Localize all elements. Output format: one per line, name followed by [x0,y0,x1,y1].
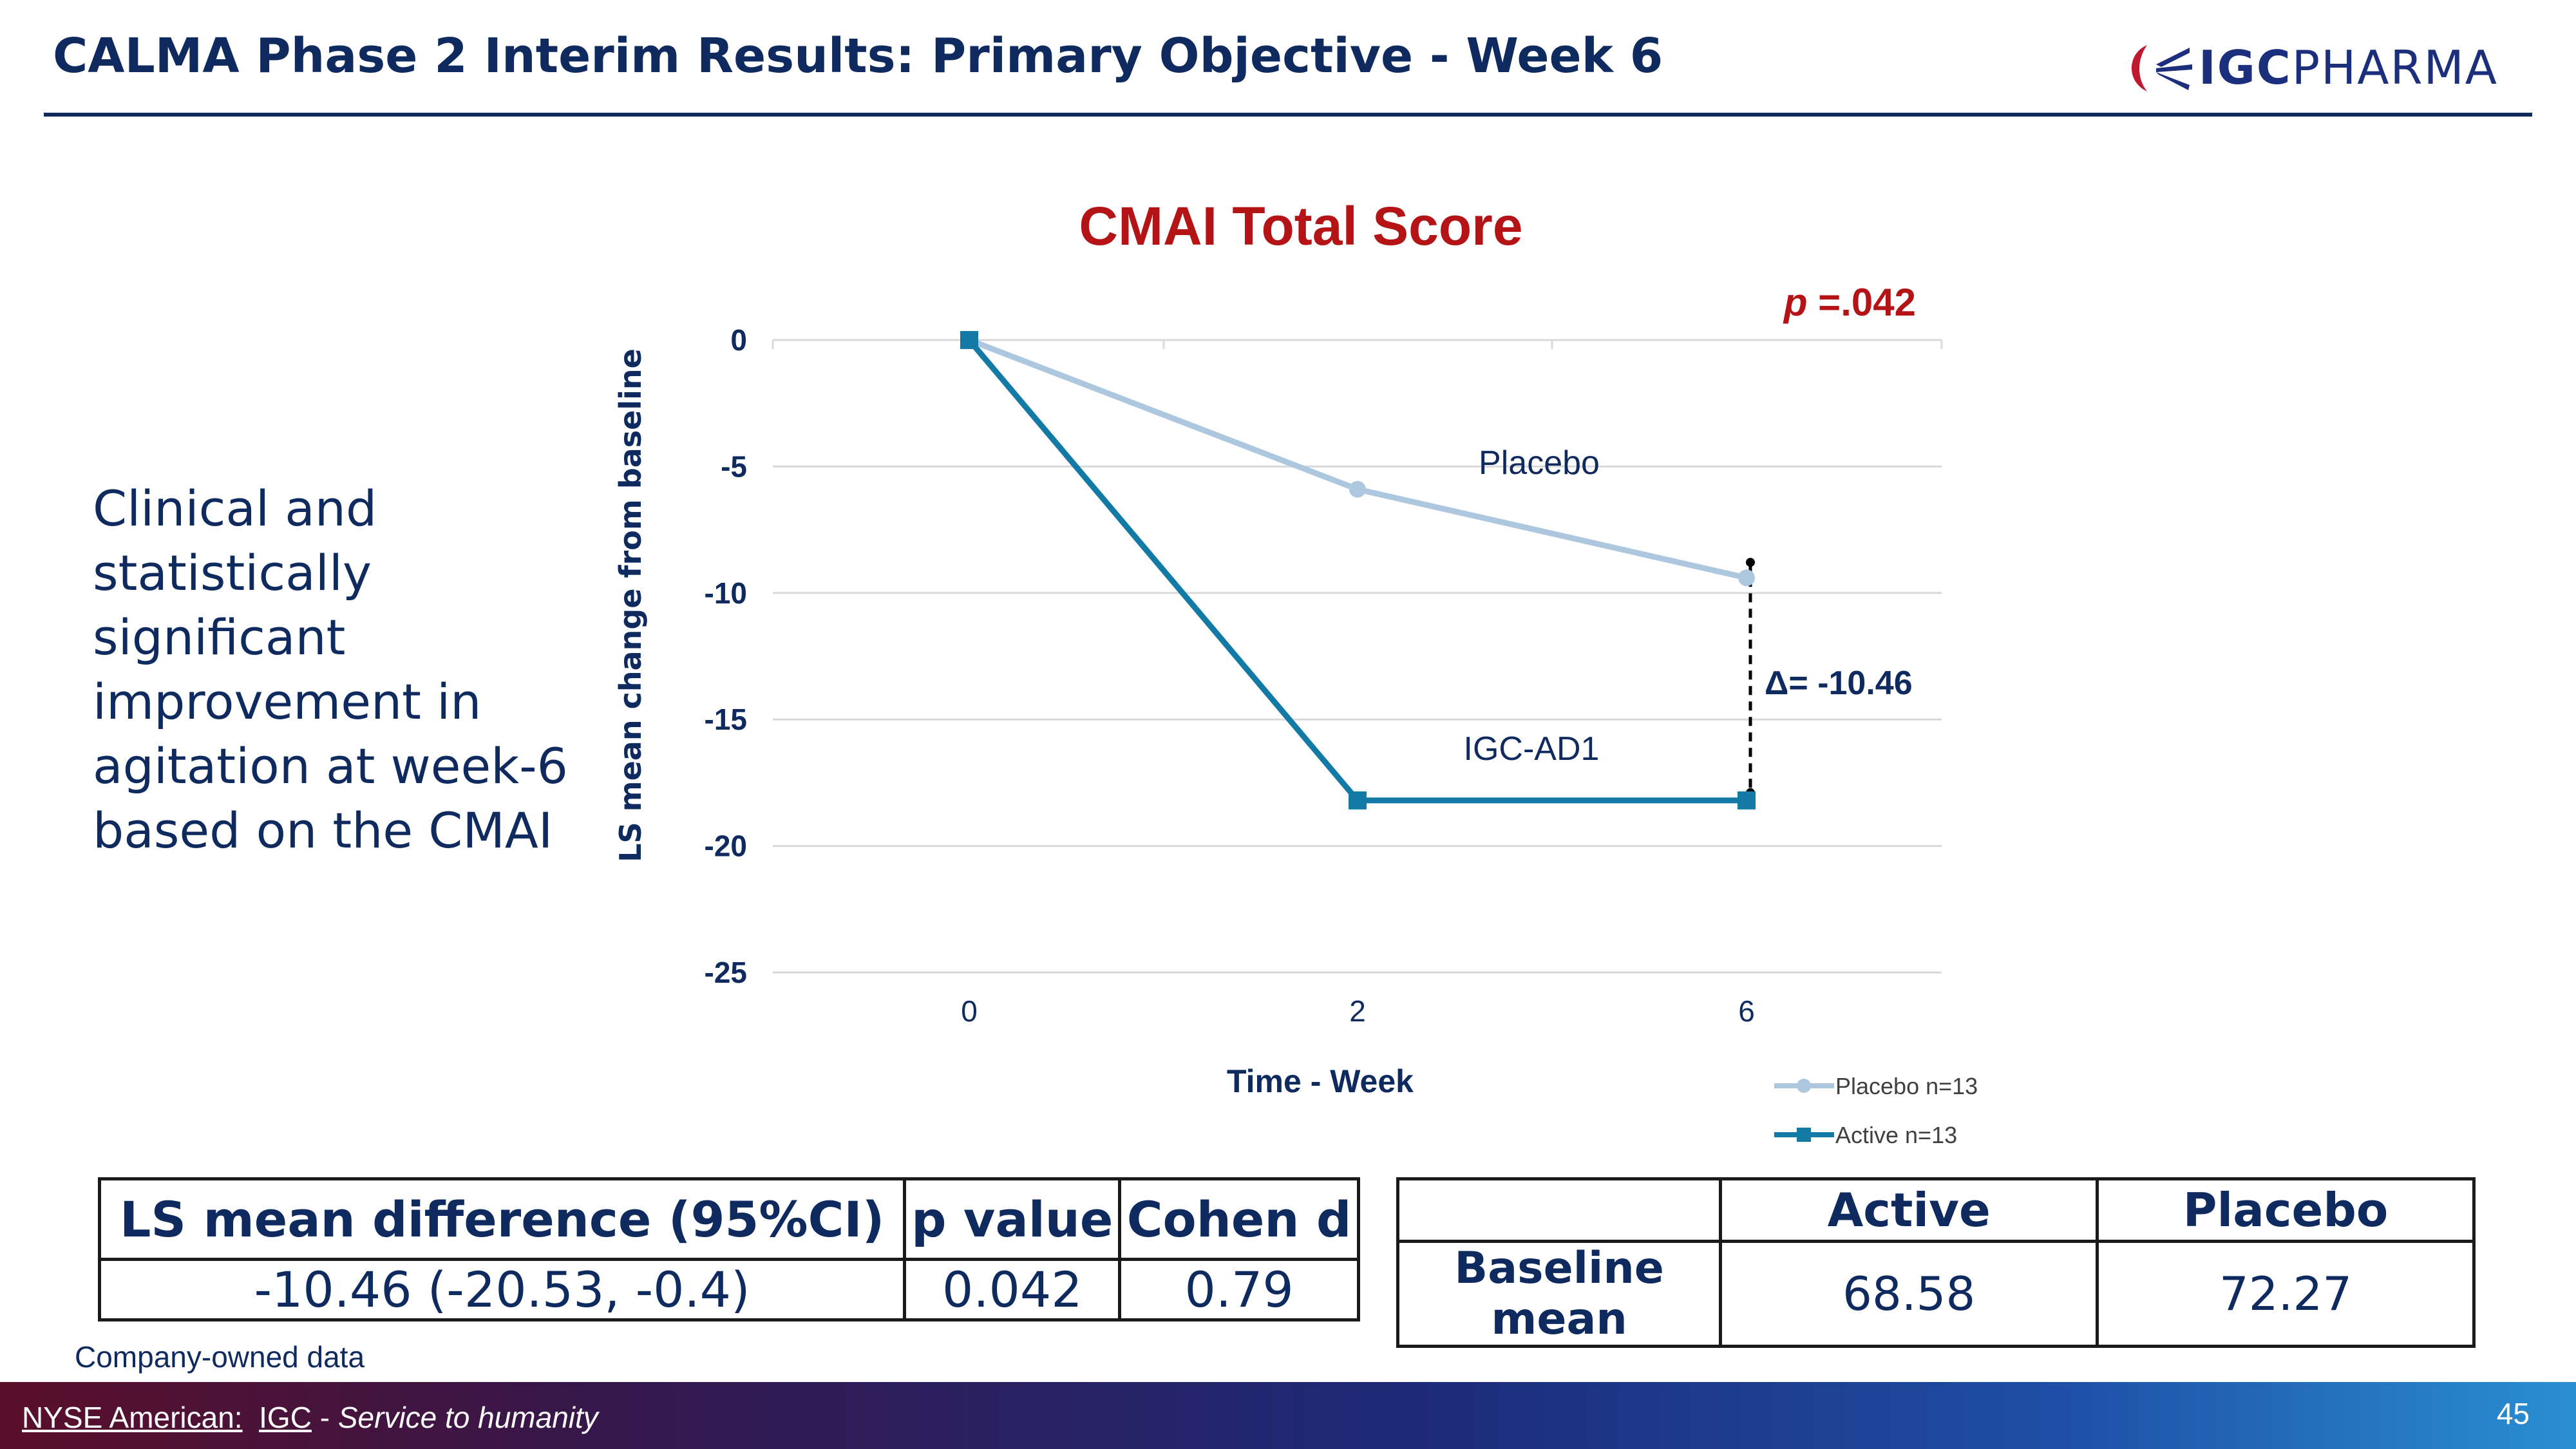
legend-marker [1797,1079,1811,1093]
ticker-link[interactable]: IGC [259,1401,312,1434]
footer-bar: NYSE American: IGC - Service to humanity… [0,1382,2576,1449]
igc-swoosh-icon [2131,45,2192,91]
legend-marker [1797,1128,1811,1142]
table-row: Baseline mean 68.58 72.27 [1396,1240,2476,1348]
table-row: -10.46 (-20.53, -0.4) 0.042 0.79 [97,1258,1360,1321]
y-tick-label: -15 [705,703,747,736]
legend-label: Active n=13 [1835,1122,1957,1148]
page-title: CALMA Phase 2 Interim Results: Primary O… [53,28,1663,84]
baseline-mean-table: Active Placebo Baseline mean 68.58 72.27 [1396,1177,2476,1348]
series-line [967,338,1747,804]
p-value-annotation: p =.042 [1783,281,1916,324]
y-tick-label: -25 [705,956,747,989]
chart-title: CMAI Total Score [1079,196,1522,256]
x-axis-label: Time - Week [1227,1063,1414,1099]
table-header-row: Active Placebo [1396,1177,2476,1243]
table-row-label: Baseline mean [1396,1240,1723,1348]
table-header-cell: Cohen d [1118,1177,1360,1261]
delta-annotation: Δ= -10.46 [1765,665,1913,702]
x-tick-label: 0 [961,994,978,1028]
table-header-cell: p value [903,1177,1122,1261]
legend-label: Placebo n=13 [1835,1073,1978,1099]
table-header-cell: LS mean difference (95%CI) [97,1177,907,1261]
y-tick-label: -5 [721,450,747,483]
table-header-cell: Placebo [2096,1177,2476,1243]
x-tick-label: 2 [1349,994,1366,1028]
table-header-row: LS mean difference (95%CI) p value Cohen… [97,1177,1360,1261]
data-point [1349,480,1366,498]
table-cell: 72.27 [2096,1240,2476,1348]
table-header-cell [1396,1177,1723,1243]
table-cell: 0.79 [1118,1258,1360,1321]
data-point [1349,791,1367,810]
y-tick-label: -20 [705,829,747,863]
series-label: IGC-AD1 [1464,730,1600,768]
table-cell: 0.042 [903,1258,1122,1321]
table-header-cell: Active [1719,1177,2099,1243]
data-point [1738,791,1756,810]
y-tick-label: -10 [705,576,747,610]
y-axis-label: LS mean change from baseline [613,348,648,862]
table-cell: -10.46 (-20.53, -0.4) [97,1258,907,1321]
page-number: 45 [2496,1397,2530,1430]
header-divider [44,113,2532,117]
data-point [1738,569,1755,587]
footer-tagline: Service to humanity [337,1401,598,1434]
series-line [968,337,1747,581]
exchange-link[interactable]: NYSE American: [22,1401,243,1434]
data-point [960,331,978,349]
y-tick-label: 0 [730,323,747,357]
delta-end-marker [1746,558,1755,567]
table-cell: 68.58 [1719,1240,2099,1348]
x-tick-label: 6 [1738,994,1755,1028]
data-source-note: Company-owned data [75,1340,365,1374]
key-finding-text: Clinical and statistically significant i… [93,480,569,859]
company-logo: IGCPHARMA [2119,39,2498,97]
footer-text: NYSE American: IGC - Service to humanity [22,1401,598,1434]
logo-wordmark: IGCPHARMA [2199,41,2498,95]
ls-mean-difference-table: LS mean difference (95%CI) p value Cohen… [97,1177,1360,1321]
series-label: Placebo [1479,444,1600,482]
